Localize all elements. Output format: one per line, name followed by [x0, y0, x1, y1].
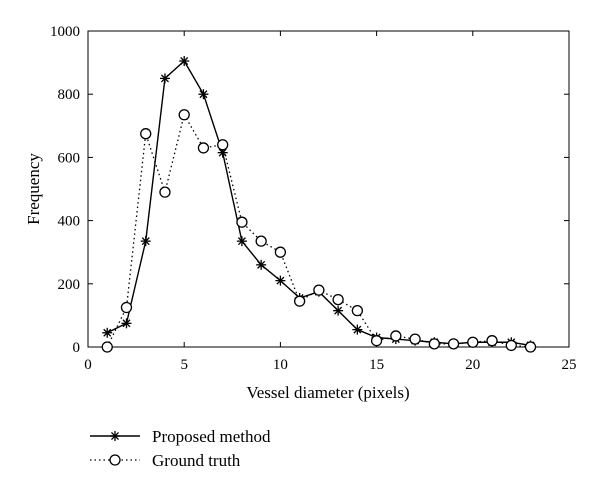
legend-label-2: Ground truth — [152, 451, 241, 470]
asterisk-stroke — [103, 328, 112, 337]
y-tick-label: 0 — [73, 340, 81, 356]
asterisk-stroke — [257, 260, 266, 269]
y-tick-label: 400 — [58, 214, 81, 230]
data-point-asterisk — [275, 275, 286, 286]
data-point-asterisk — [236, 236, 247, 247]
data-point-circle — [524, 341, 537, 353]
data-point-circle — [274, 246, 287, 258]
y-tick-label: 600 — [58, 150, 81, 166]
plot-frame — [87, 30, 570, 348]
data-point-asterisk — [179, 56, 190, 67]
data-point-circle — [101, 341, 113, 353]
series-line-1 — [106, 59, 531, 347]
y-tick-label: 1000 — [50, 24, 80, 40]
data-point-circle — [332, 293, 344, 306]
legend: Proposed method Ground truth — [90, 427, 271, 470]
asterisk-stroke — [218, 148, 227, 157]
legend-label-1: Proposed method — [152, 427, 271, 446]
x-tick-label: 5 — [180, 357, 188, 373]
data-point-circle — [428, 338, 440, 350]
axis-ticks: 0 5 10 15 20 25 0 200 400 600 800 1000 — [50, 24, 577, 373]
data-point-asterisk — [198, 89, 209, 100]
data-point-circle — [178, 109, 190, 121]
data-point-asterisk — [159, 73, 170, 84]
asterisk-stroke — [180, 57, 189, 66]
y-axis-title: Frequency — [24, 153, 43, 225]
data-point-asterisk — [333, 305, 344, 316]
series-line-2 — [106, 113, 531, 348]
data-point-circle — [505, 339, 517, 352]
series-group — [101, 56, 537, 353]
y-tick-label: 800 — [58, 87, 81, 103]
data-point-circle — [159, 186, 171, 198]
data-point-circle — [486, 335, 498, 347]
data-point-circle — [467, 336, 479, 348]
data-point-circle — [409, 333, 421, 345]
data-point-circle — [293, 295, 306, 307]
x-tick-label: 20 — [465, 357, 480, 373]
data-point-circle — [370, 335, 383, 347]
asterisk-stroke — [199, 90, 208, 99]
data-point-circle — [313, 284, 325, 296]
asterisk-stroke — [334, 306, 343, 315]
data-point-circle — [140, 128, 152, 140]
data-point-circle — [447, 338, 460, 350]
asterisk-stroke — [237, 237, 246, 246]
legend-marker-asterisk — [110, 431, 120, 441]
asterisk-stroke — [141, 237, 150, 246]
data-point-circle — [390, 330, 402, 342]
data-point-asterisk — [352, 324, 363, 335]
data-point-circle — [217, 139, 229, 151]
data-point-circle — [197, 142, 210, 154]
y-tick-label: 200 — [58, 277, 81, 293]
x-tick-label: 15 — [369, 357, 384, 373]
x-tick-label: 0 — [84, 357, 92, 373]
data-point-asterisk — [256, 259, 267, 270]
asterisk-stroke — [111, 432, 119, 440]
asterisk-stroke — [353, 325, 362, 334]
data-point-asterisk — [121, 318, 132, 329]
data-point-asterisk — [102, 327, 113, 338]
asterisk-stroke — [160, 74, 169, 83]
data-point-circle — [236, 216, 248, 228]
x-tick-label: 10 — [273, 357, 288, 373]
asterisk-stroke — [276, 276, 285, 285]
asterisk-stroke — [122, 319, 131, 328]
legend-marker-circle — [109, 454, 121, 466]
data-point-circle — [351, 305, 364, 317]
x-tick-label: 25 — [562, 357, 577, 373]
data-point-asterisk — [140, 236, 151, 247]
x-axis-title: Vessel diameter (pixels) — [246, 383, 409, 402]
data-point-circle — [255, 235, 267, 247]
data-point-circle — [120, 301, 133, 314]
